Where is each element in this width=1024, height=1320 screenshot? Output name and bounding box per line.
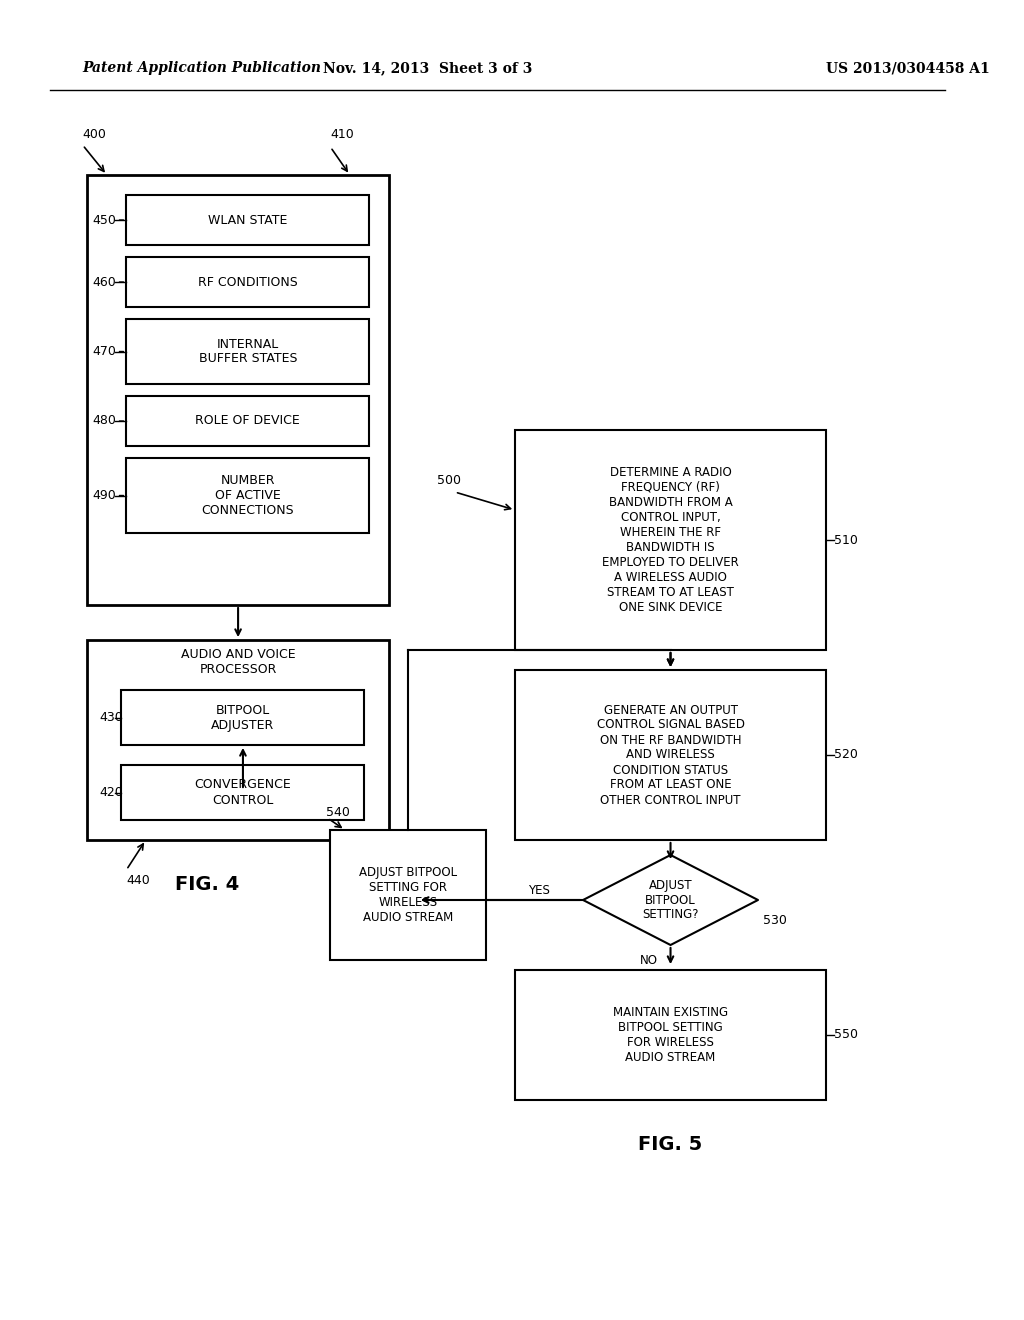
Text: 430: 430 — [99, 711, 123, 723]
Text: NO: NO — [640, 953, 658, 966]
FancyBboxPatch shape — [331, 830, 486, 960]
Text: 460: 460 — [92, 276, 116, 289]
FancyBboxPatch shape — [126, 396, 370, 446]
Text: RF CONDITIONS: RF CONDITIONS — [198, 276, 298, 289]
Text: WLAN STATE: WLAN STATE — [208, 214, 288, 227]
Text: 450: 450 — [92, 214, 116, 227]
Text: US 2013/0304458 A1: US 2013/0304458 A1 — [826, 61, 990, 75]
Text: BITPOOL
ADJUSTER: BITPOOL ADJUSTER — [211, 704, 274, 731]
Text: ADJUST BITPOOL
SETTING FOR
WIRELESS
AUDIO STREAM: ADJUST BITPOOL SETTING FOR WIRELESS AUDI… — [359, 866, 457, 924]
Text: 510: 510 — [834, 533, 858, 546]
Text: 420: 420 — [99, 785, 123, 799]
Text: 530: 530 — [763, 913, 786, 927]
FancyBboxPatch shape — [122, 690, 365, 744]
FancyBboxPatch shape — [122, 766, 365, 820]
FancyBboxPatch shape — [126, 195, 370, 246]
Text: CONVERGENCE
CONTROL: CONVERGENCE CONTROL — [195, 779, 291, 807]
Text: ADJUST
BITPOOL
SETTING?: ADJUST BITPOOL SETTING? — [642, 879, 698, 921]
Text: MAINTAIN EXISTING
BITPOOL SETTING
FOR WIRELESS
AUDIO STREAM: MAINTAIN EXISTING BITPOOL SETTING FOR WI… — [613, 1006, 728, 1064]
FancyBboxPatch shape — [515, 970, 826, 1100]
Text: 440: 440 — [126, 874, 151, 887]
Text: GENERATE AN OUTPUT
CONTROL SIGNAL BASED
ON THE RF BANDWIDTH
AND WIRELESS
CONDITI: GENERATE AN OUTPUT CONTROL SIGNAL BASED … — [597, 704, 744, 807]
FancyBboxPatch shape — [87, 640, 389, 840]
Text: ROLE OF DEVICE: ROLE OF DEVICE — [196, 414, 300, 428]
Text: Patent Application Publication: Patent Application Publication — [83, 61, 322, 75]
Text: INTERNAL
BUFFER STATES: INTERNAL BUFFER STATES — [199, 338, 297, 366]
FancyBboxPatch shape — [126, 319, 370, 384]
Text: AUDIO AND VOICE
PROCESSOR: AUDIO AND VOICE PROCESSOR — [181, 648, 295, 676]
FancyBboxPatch shape — [126, 458, 370, 533]
Text: 410: 410 — [331, 128, 354, 141]
FancyBboxPatch shape — [515, 430, 826, 649]
Text: 540: 540 — [326, 805, 349, 818]
Text: Nov. 14, 2013  Sheet 3 of 3: Nov. 14, 2013 Sheet 3 of 3 — [323, 61, 532, 75]
Text: 520: 520 — [834, 748, 858, 762]
Text: NUMBER
OF ACTIVE
CONNECTIONS: NUMBER OF ACTIVE CONNECTIONS — [202, 474, 294, 517]
Text: FIG. 4: FIG. 4 — [175, 875, 240, 895]
Text: 490: 490 — [92, 488, 116, 502]
Text: 480: 480 — [92, 414, 116, 428]
Text: FIG. 5: FIG. 5 — [638, 1135, 702, 1155]
Text: 500: 500 — [437, 474, 461, 487]
Text: DETERMINE A RADIO
FREQUENCY (RF)
BANDWIDTH FROM A
CONTROL INPUT,
WHEREIN THE RF
: DETERMINE A RADIO FREQUENCY (RF) BANDWID… — [602, 466, 739, 614]
FancyBboxPatch shape — [515, 671, 826, 840]
FancyBboxPatch shape — [87, 176, 389, 605]
Text: 470: 470 — [92, 345, 116, 358]
Text: 400: 400 — [83, 128, 106, 141]
Text: YES: YES — [528, 883, 550, 896]
Text: 550: 550 — [834, 1028, 858, 1041]
FancyBboxPatch shape — [126, 257, 370, 308]
